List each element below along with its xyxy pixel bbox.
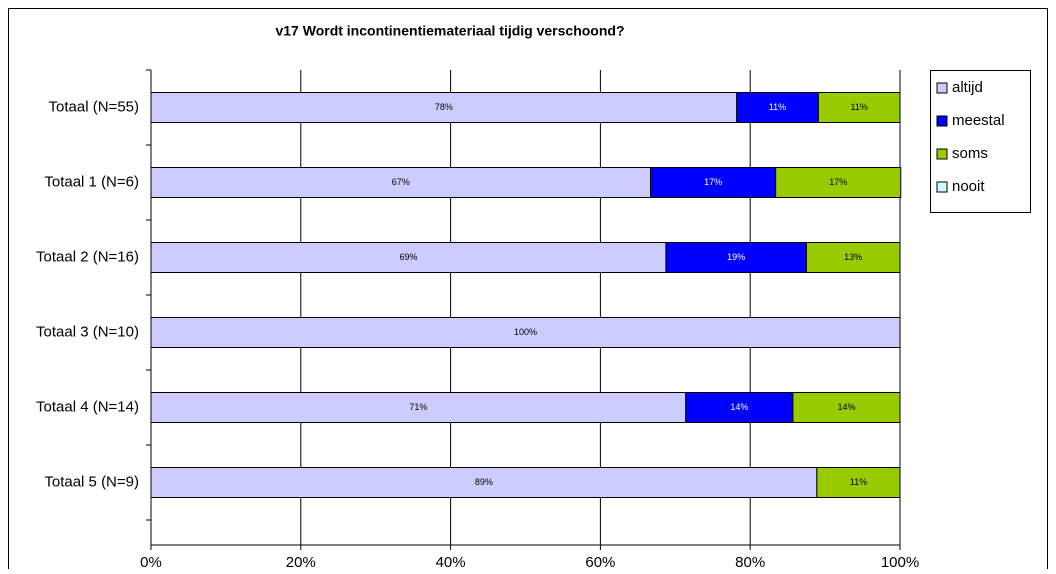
y-tick-label: Totaal (N=55) [49,98,139,115]
data-label: 14% [837,402,855,412]
bar-segment [650,167,777,198]
legend-label: meestal [952,112,1005,129]
legend-swatch [936,115,948,127]
y-tick-label: Totaal 4 (N=14) [36,398,139,415]
data-label: 67% [392,177,410,187]
bar-segment [792,392,901,423]
bar-segment [817,92,901,123]
x-tick-label: 20% [286,554,316,569]
y-tick-label: Totaal 1 (N=6) [44,173,139,190]
legend-label: soms [952,145,988,162]
data-label: 100% [514,327,537,337]
data-label: 11% [850,102,867,112]
data-label: 11% [769,102,786,112]
bar-segment [150,242,667,273]
chart-title: v17 Wordt incontinentiemateriaal tijdig … [275,23,624,39]
data-label: 71% [409,402,427,412]
data-label: 89% [475,477,493,487]
bar-segment [150,467,818,498]
data-label: 13% [844,252,862,262]
legend-swatch [936,181,948,193]
x-tick-label: 40% [436,554,466,569]
data-label: 14% [730,402,748,412]
x-tick-label: 0% [140,554,162,569]
data-label: 17% [704,177,722,187]
y-tick-label: Totaal 5 (N=9) [44,473,139,490]
x-tick-label: 100% [881,554,919,569]
bar-segment [150,317,901,348]
legend-swatch [936,148,948,160]
bar-segment [775,167,902,198]
legend-swatch [936,82,948,94]
data-label: 17% [829,177,847,187]
data-label: 69% [399,252,417,262]
legend-label: altijd [952,79,983,96]
data-label: 11% [850,477,867,487]
bar-segment [150,92,738,123]
data-label: 19% [727,252,745,262]
x-tick-label: 60% [585,554,615,569]
x-tick-label: 80% [735,554,765,569]
y-tick-label: Totaal 2 (N=16) [36,248,139,265]
bar-segment [816,467,901,498]
bar-segment [805,242,901,273]
bar-segment [736,92,819,123]
legend-label: nooit [952,178,985,195]
bar-segment [685,392,794,423]
y-tick-label: Totaal 3 (N=10) [36,323,139,340]
data-label: 78% [435,102,453,112]
bar-segment [150,392,687,423]
